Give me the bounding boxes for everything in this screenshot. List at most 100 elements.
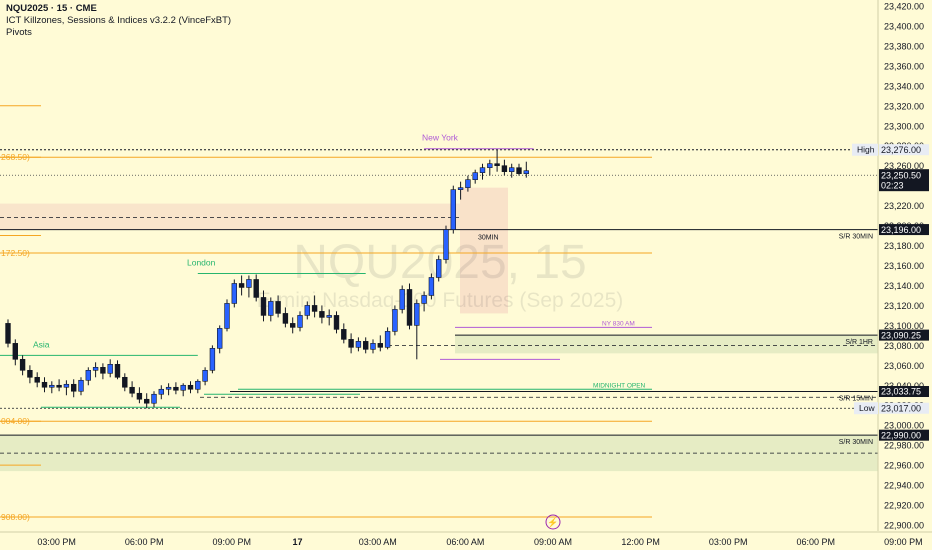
ny-open-zone-left [0,203,460,230]
sr-price-tag-bg [879,386,929,398]
sr-price-tag-bg [879,224,929,236]
pivot-label: 268.50) [1,152,30,162]
session-label: Asia [33,339,50,349]
candle-body [260,297,267,316]
candle-body [487,163,493,168]
y-tick-label: 23,340.00 [884,81,924,91]
candle-body [107,364,113,374]
pivot-label: 172.50) [1,248,30,258]
candle-body [34,376,40,383]
candle-body [165,386,172,390]
y-tick-label: 23,300.00 [884,121,924,131]
candle-body [275,301,281,314]
candle-body [333,315,340,330]
sr-label: S/R 30MIN [839,439,873,446]
y-tick-label: 22,960.00 [884,461,924,471]
candle-body [297,315,303,328]
sr-label: S/R 15MIN [839,396,873,403]
candle-body [494,163,500,166]
candle-body [246,279,252,288]
chart-header: NQU2025 · 15 · CME ICT Killzones, Sessio… [6,3,231,39]
candle-body [465,179,471,188]
x-tick-label: 12:00 PM [621,537,660,547]
y-tick-label: 23,040.00 [884,381,924,391]
x-tick-label: 06:00 PM [125,537,164,547]
candle-body [435,259,442,278]
y-tick-label: 23,100.00 [884,321,924,331]
candle-body [12,343,18,360]
marker-label: 30MIN [478,235,499,242]
sr-price-tag: 23,033.75 [881,387,921,397]
sr-label: S/R 30MIN [839,234,873,241]
y-tick-label: 23,140.00 [884,281,924,291]
candle-body [85,369,92,381]
candle-body [523,170,530,174]
candle-body [231,283,237,304]
high-price-tag-bg [879,144,929,156]
y-tick-label: 23,180.00 [884,241,924,251]
high-label: High [857,145,875,155]
low-price-tag: 23,017.00 [881,403,921,413]
candle-body [144,398,150,404]
candle-body [355,341,362,348]
y-tick-label: 23,260.00 [884,161,924,171]
candle-body [253,279,259,298]
candle-body [392,309,398,332]
candle-body [217,328,223,349]
candle-body [209,348,216,371]
x-tick-label: 03:00 PM [709,537,748,547]
candle-body [136,392,143,400]
candle-body [238,283,245,288]
candle-body [19,359,26,371]
candle-body [516,167,522,174]
sr-price-tag: 23,196.00 [881,225,921,235]
candle-body [100,367,106,374]
y-tick-label: 23,360.00 [884,61,924,71]
candle-body [202,369,208,382]
candle-body [158,388,164,395]
candle-body [450,189,456,230]
session-label: New York [422,133,459,143]
candle-body [71,383,77,392]
candle-body [187,384,194,390]
marker-label: NY 830 AM [602,320,635,327]
ny-open-zone [460,187,508,314]
candle-body [406,289,413,326]
candle-body [151,393,157,404]
sr-30min-lower-zone [0,435,878,472]
symbol-title[interactable]: NQU2025 · 15 · CME [6,3,97,14]
indicator-pivots-label[interactable]: Pivots [6,27,32,38]
candle-body [224,303,230,329]
candle-body [472,172,478,180]
x-tick-label: 09:00 PM [884,537,923,547]
candle-body [508,167,515,172]
candle-body [377,343,383,348]
y-tick-label: 23,380.00 [884,41,924,51]
sr-price-tag: 22,990.00 [881,430,921,440]
sr-price-tag-bg [879,329,929,341]
marker-label: MIDNIGHT OPEN [593,382,646,389]
indicator-killzones-label[interactable]: ICT Killzones, Sessions & Indices v3.2.2… [6,15,232,26]
candle-body [304,305,310,316]
candle-body [399,289,405,310]
low-price-tag-bg [879,402,929,414]
candle-body [414,303,420,326]
high-label-bg [852,143,878,156]
candle-body [78,379,84,392]
last-price-tag: 23,250.50 [881,171,921,181]
y-tick-label: 23,420.00 [884,2,924,12]
candle-body [421,295,427,304]
low-label-bg [854,402,878,415]
candle-body [384,331,391,348]
x-tick-label: 06:00 AM [446,537,484,547]
y-tick-label: 22,920.00 [884,501,924,511]
low-label: Low [859,403,875,413]
x-tick-label: 03:00 AM [359,537,397,547]
pivot-label: 908.00) [1,512,30,522]
lightning-icon[interactable] [545,514,561,530]
high-price-tag: 23,276.00 [881,145,921,155]
candle-body [326,315,332,318]
x-tick-label: 17 [292,537,302,547]
candle-body [457,187,464,190]
